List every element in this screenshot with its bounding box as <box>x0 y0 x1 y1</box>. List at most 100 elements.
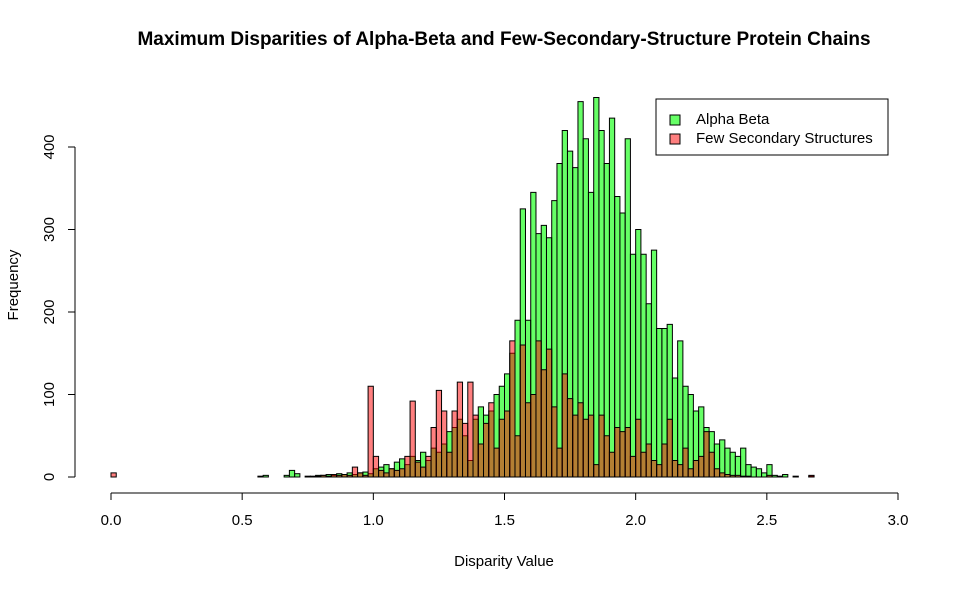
histogram-bar <box>614 427 621 478</box>
histogram-bar <box>745 464 752 478</box>
y-tick-label: 400 <box>41 134 58 159</box>
y-tick-label: 300 <box>41 217 58 242</box>
histogram-bar <box>724 474 731 478</box>
y-tick-label: 0 <box>41 473 58 481</box>
histogram-bar <box>566 398 574 478</box>
histogram-bar <box>262 474 269 478</box>
histogram-bar <box>719 472 726 478</box>
histogram-bar <box>713 468 721 478</box>
histogram-bar <box>430 427 437 478</box>
histogram-bar <box>603 435 610 478</box>
histogram-bar <box>341 474 348 478</box>
histogram-bar <box>603 163 610 478</box>
histogram-bar <box>110 472 117 478</box>
histogram-bar <box>629 253 637 478</box>
histogram-bar <box>719 439 726 478</box>
y-tick-label: 100 <box>41 382 58 407</box>
histogram-bar <box>782 474 789 478</box>
histogram-bar <box>687 468 694 478</box>
histogram-bar <box>504 410 511 478</box>
histogram-bar <box>367 385 374 478</box>
histogram-bar <box>304 475 311 478</box>
histogram-bar <box>766 474 773 478</box>
histogram-bar <box>357 472 364 478</box>
histogram-bar <box>414 461 422 478</box>
histogram-bar <box>629 455 637 478</box>
histogram-bar <box>420 466 427 478</box>
histogram-bar <box>698 455 705 478</box>
histogram-bar <box>325 475 332 478</box>
histogram-bar <box>593 464 600 478</box>
histogram-bar <box>561 373 568 478</box>
histogram-bar <box>729 474 736 478</box>
histogram-bar <box>624 427 631 478</box>
histogram-bar <box>572 414 579 478</box>
histogram-bar <box>692 460 700 478</box>
histogram-bar <box>441 410 448 478</box>
histogram-bar <box>446 451 453 478</box>
histogram-bar <box>493 447 500 478</box>
histogram-bar <box>671 460 679 478</box>
histogram-bar <box>483 422 490 478</box>
histogram-bar <box>666 418 673 478</box>
histogram-bar <box>593 97 600 478</box>
histogram-bar <box>556 447 563 478</box>
legend-box <box>655 98 889 156</box>
histogram-bar <box>509 340 516 478</box>
histogram-bar <box>740 475 747 478</box>
histogram-bar <box>776 475 784 478</box>
histogram-bar <box>477 443 485 478</box>
x-tick-label: 1.0 <box>363 512 384 529</box>
chart-title: Maximum Disparities of Alpha-Beta and Fe… <box>137 29 870 50</box>
histogram-bar <box>498 418 505 478</box>
histogram-bar <box>556 163 563 478</box>
histogram-bar <box>336 474 343 478</box>
histogram-bar <box>656 464 663 478</box>
histogram-bar <box>750 466 757 478</box>
histogram-bar <box>598 414 605 478</box>
histogram-bar <box>635 418 642 478</box>
histogram-bar <box>729 451 736 478</box>
histogram-bar <box>346 474 353 478</box>
histogram-bar <box>472 414 479 478</box>
histogram-bar <box>514 435 521 478</box>
histogram-bar <box>682 447 689 478</box>
histogram-bar <box>451 410 458 478</box>
histogram-bar <box>551 406 558 478</box>
histogram-bar <box>530 394 537 478</box>
axes: 0.0 0.5 1.0 1.5 2.0 2.5 3.0 0 100 200 300 400 <box>41 134 908 528</box>
histogram-bar <box>399 468 406 478</box>
histogram-bar <box>456 381 464 478</box>
histogram-bar <box>362 474 369 478</box>
x-tick-label: 1.5 <box>494 512 515 529</box>
histogram-bar <box>708 451 715 478</box>
histogram-bar <box>808 474 815 478</box>
histogram-bar <box>640 253 647 478</box>
histogram-bar <box>656 328 663 478</box>
histogram-bar <box>771 474 778 478</box>
histogram-bar <box>687 394 694 478</box>
histogram-bar <box>645 443 652 478</box>
histogram-bar <box>540 369 547 478</box>
legend-label: Few Secondary Structures <box>696 130 873 147</box>
histogram-bar <box>330 474 338 478</box>
histogram-bar <box>378 469 385 478</box>
histogram-bar <box>577 402 584 478</box>
histogram-bar <box>425 455 432 478</box>
histogram-bar <box>640 451 647 478</box>
histogram-bar <box>734 474 742 478</box>
histogram-bar <box>535 340 542 478</box>
histogram-bar <box>257 475 264 478</box>
histogram-bar <box>320 474 327 478</box>
histogram-bar <box>677 464 684 478</box>
x-tick-label: 0.5 <box>232 512 253 529</box>
legend-swatch <box>669 133 681 145</box>
histogram-bar <box>488 402 495 478</box>
x-tick-label: 0.0 <box>101 512 122 529</box>
histogram-bar <box>608 117 616 478</box>
histogram-bar <box>467 381 474 478</box>
histogram-bar <box>734 455 742 478</box>
histogram-bar <box>462 422 469 478</box>
histogram-bar <box>315 475 322 478</box>
histogram-bar <box>545 348 553 478</box>
